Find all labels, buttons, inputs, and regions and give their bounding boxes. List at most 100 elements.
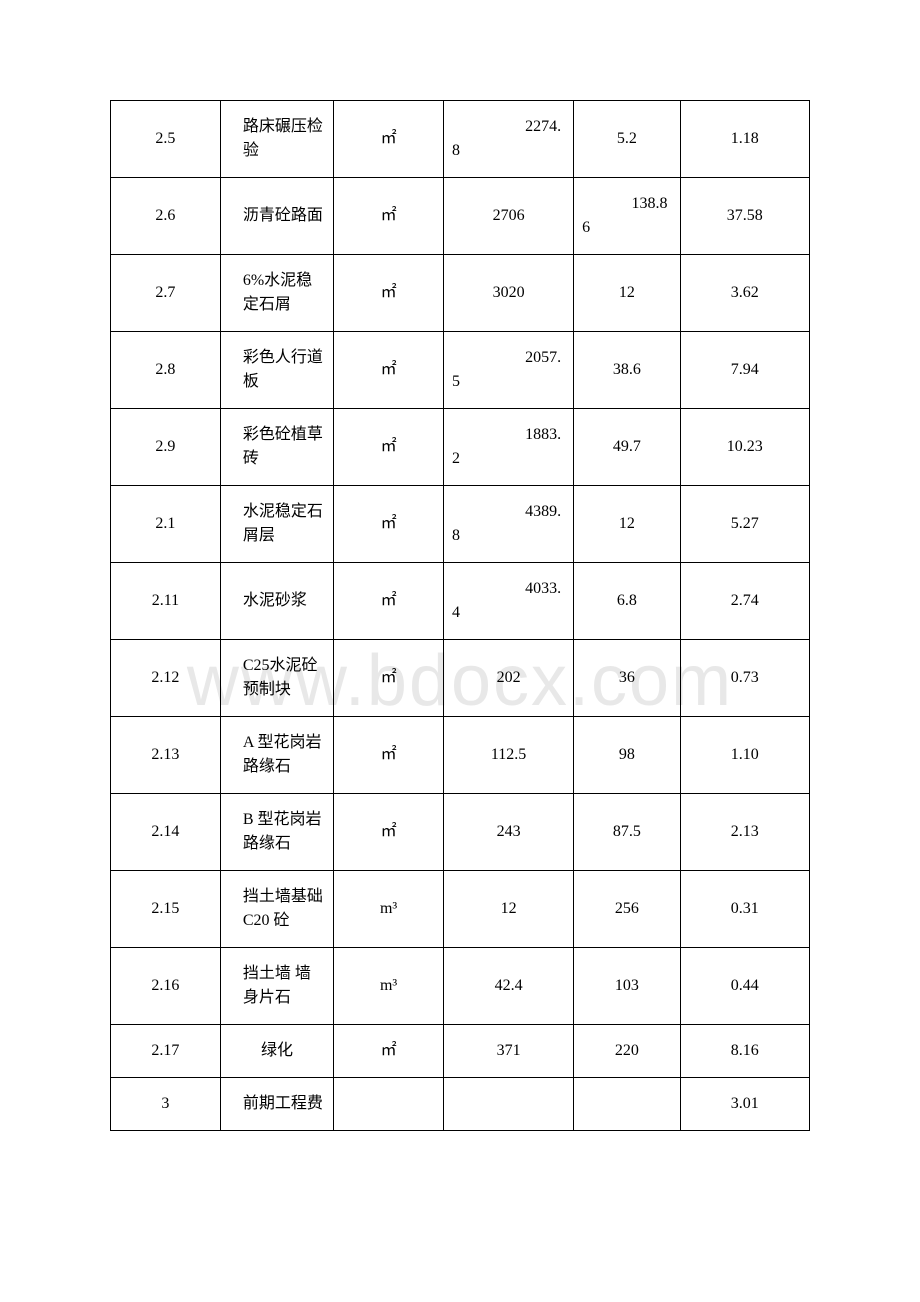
table-row: 2.1水泥稳定石屑层㎡4389.8125.27 <box>111 486 810 563</box>
cell-id: 2.12 <box>111 640 221 717</box>
cell-amount: 0.73 <box>680 640 810 717</box>
table-row: 2.76%水泥稳定石屑㎡3020123.62 <box>111 255 810 332</box>
cell-name: 彩色砼植草砖 <box>220 409 333 486</box>
cost-table: 2.5路床碾压检验㎡2274.85.21.182.6沥青砼路面㎡2706138.… <box>110 100 810 1131</box>
cell-amount: 2.13 <box>680 794 810 871</box>
cell-qty: 243 <box>444 794 574 871</box>
cell-id: 2.16 <box>111 948 221 1025</box>
cell-name: 沥青砼路面 <box>220 178 333 255</box>
table-body: 2.5路床碾压检验㎡2274.85.21.182.6沥青砼路面㎡2706138.… <box>111 101 810 1131</box>
table-row: 2.9彩色砼植草砖㎡1883.249.710.23 <box>111 409 810 486</box>
cell-price: 49.7 <box>574 409 680 486</box>
cell-qty <box>444 1078 574 1131</box>
cell-amount: 0.31 <box>680 871 810 948</box>
cell-unit: ㎡ <box>334 717 444 794</box>
cell-price <box>574 1078 680 1131</box>
cell-price: 256 <box>574 871 680 948</box>
cell-price: 220 <box>574 1025 680 1078</box>
cell-id: 2.14 <box>111 794 221 871</box>
cell-name: 路床碾压检验 <box>220 101 333 178</box>
cell-name: 挡土墙 墙身片石 <box>220 948 333 1025</box>
cell-id: 2.5 <box>111 101 221 178</box>
cell-name: 绿化 <box>220 1025 333 1078</box>
cell-price: 103 <box>574 948 680 1025</box>
cell-name: 彩色人行道板 <box>220 332 333 409</box>
cell-amount: 3.62 <box>680 255 810 332</box>
cell-name: 6%水泥稳定石屑 <box>220 255 333 332</box>
cell-price: 38.6 <box>574 332 680 409</box>
cell-id: 2.7 <box>111 255 221 332</box>
cell-amount: 37.58 <box>680 178 810 255</box>
cell-qty: 371 <box>444 1025 574 1078</box>
cell-price: 5.2 <box>574 101 680 178</box>
cell-amount: 0.44 <box>680 948 810 1025</box>
cell-price: 6.8 <box>574 563 680 640</box>
cell-amount: 1.18 <box>680 101 810 178</box>
table-row: 2.17绿化㎡3712208.16 <box>111 1025 810 1078</box>
cell-unit: ㎡ <box>334 640 444 717</box>
cell-unit: ㎡ <box>334 794 444 871</box>
cell-unit: ㎡ <box>334 1025 444 1078</box>
cell-price: 36 <box>574 640 680 717</box>
cell-id: 2.13 <box>111 717 221 794</box>
cell-amount: 8.16 <box>680 1025 810 1078</box>
cell-id: 2.1 <box>111 486 221 563</box>
cell-unit: ㎡ <box>334 409 444 486</box>
cell-name: 前期工程费 <box>220 1078 333 1131</box>
cell-amount: 1.10 <box>680 717 810 794</box>
table-row: 2.11水泥砂浆㎡4033.46.82.74 <box>111 563 810 640</box>
table-row: 2.8彩色人行道板㎡2057.538.67.94 <box>111 332 810 409</box>
cell-unit: ㎡ <box>334 101 444 178</box>
cell-name: C25水泥砼预制块 <box>220 640 333 717</box>
table-row: 2.16挡土墙 墙身片石m³42.41030.44 <box>111 948 810 1025</box>
cell-price: 12 <box>574 486 680 563</box>
cell-qty: 4033.4 <box>444 563 574 640</box>
cell-qty: 4389.8 <box>444 486 574 563</box>
cell-qty: 42.4 <box>444 948 574 1025</box>
table-row: 2.12C25水泥砼预制块㎡202360.73 <box>111 640 810 717</box>
cell-qty: 2057.5 <box>444 332 574 409</box>
cell-qty: 112.5 <box>444 717 574 794</box>
cell-name: B 型花岗岩路缘石 <box>220 794 333 871</box>
cell-qty: 3020 <box>444 255 574 332</box>
cell-id: 3 <box>111 1078 221 1131</box>
cell-name: A 型花岗岩路缘石 <box>220 717 333 794</box>
cell-unit: m³ <box>334 871 444 948</box>
table-row: 3前期工程费 3.01 <box>111 1078 810 1131</box>
cell-unit: m³ <box>334 948 444 1025</box>
cell-qty: 2706 <box>444 178 574 255</box>
table-row: 2.5路床碾压检验㎡2274.85.21.18 <box>111 101 810 178</box>
cell-qty: 1883.2 <box>444 409 574 486</box>
cell-id: 2.11 <box>111 563 221 640</box>
cell-unit: ㎡ <box>334 255 444 332</box>
cell-amount: 7.94 <box>680 332 810 409</box>
table-row: 2.6沥青砼路面㎡2706138.8637.58 <box>111 178 810 255</box>
cell-amount: 2.74 <box>680 563 810 640</box>
cell-id: 2.15 <box>111 871 221 948</box>
cell-price: 138.86 <box>574 178 680 255</box>
cell-unit: ㎡ <box>334 178 444 255</box>
cell-id: 2.6 <box>111 178 221 255</box>
cell-id: 2.8 <box>111 332 221 409</box>
table-row: 2.15挡土墙基础C20 砼m³122560.31 <box>111 871 810 948</box>
cell-id: 2.17 <box>111 1025 221 1078</box>
cell-qty: 2274.8 <box>444 101 574 178</box>
cell-unit: ㎡ <box>334 486 444 563</box>
cell-name: 水泥稳定石屑层 <box>220 486 333 563</box>
table-row: 2.13A 型花岗岩路缘石㎡112.5981.10 <box>111 717 810 794</box>
cell-unit: ㎡ <box>334 563 444 640</box>
cell-price: 87.5 <box>574 794 680 871</box>
cell-amount: 5.27 <box>680 486 810 563</box>
cell-qty: 202 <box>444 640 574 717</box>
cell-price: 98 <box>574 717 680 794</box>
cell-amount: 10.23 <box>680 409 810 486</box>
cell-unit <box>334 1078 444 1131</box>
cell-unit: ㎡ <box>334 332 444 409</box>
table-row: 2.14B 型花岗岩路缘石㎡24387.52.13 <box>111 794 810 871</box>
cell-name: 水泥砂浆 <box>220 563 333 640</box>
cell-id: 2.9 <box>111 409 221 486</box>
cell-qty: 12 <box>444 871 574 948</box>
cell-amount: 3.01 <box>680 1078 810 1131</box>
cell-price: 12 <box>574 255 680 332</box>
cell-name: 挡土墙基础C20 砼 <box>220 871 333 948</box>
